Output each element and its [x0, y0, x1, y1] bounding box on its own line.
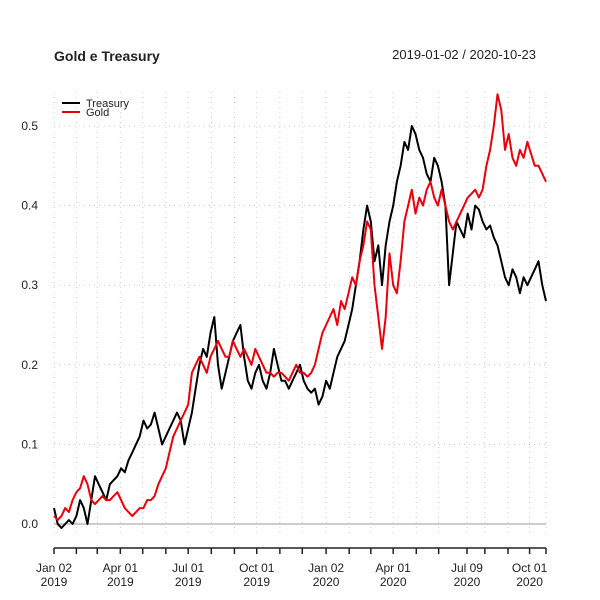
y-tick-label: 0.2 [21, 358, 38, 372]
x-tick-label-year: 2020 [380, 575, 407, 589]
x-tick-label-year: 2019 [107, 575, 134, 589]
legend-label-treasury: Treasury [86, 98, 129, 110]
y-tick-label: 0.1 [21, 437, 38, 451]
y-axis: 0.0 0.1 0.2 0.3 0.4 0.5 [21, 119, 38, 531]
x-tick-label: Apr 01 [103, 561, 139, 575]
x-tick-label: Jan 02 [36, 561, 72, 575]
x-tick-label: Oct 01 [239, 561, 275, 575]
legend-label-gold: Gold [86, 107, 109, 119]
x-tick-label: Apr 01 [376, 561, 412, 575]
x-tick-label-year: 2020 [313, 575, 340, 589]
x-tick-label: Jul 09 [451, 561, 483, 575]
x-tick-label-year: 2019 [243, 575, 270, 589]
y-tick-label: 0.3 [21, 278, 38, 292]
x-tick-label: Jul 01 [172, 561, 204, 575]
chart-title: Gold e Treasury [54, 48, 160, 64]
series-line-gold [53, 93, 547, 521]
x-tick-label: Jan 02 [308, 561, 344, 575]
y-tick-label: 0.5 [21, 119, 38, 133]
x-tick-label: Oct 01 [512, 561, 548, 575]
x-tick-label-year: 2020 [454, 575, 481, 589]
x-tick-label-year: 2019 [41, 575, 68, 589]
series-line-treasury [53, 125, 547, 529]
legend: Treasury Gold [62, 98, 129, 119]
y-tick-label: 0.0 [21, 517, 38, 531]
y-tick-label: 0.4 [21, 199, 38, 213]
grid-lines [53, 92, 547, 536]
x-tick-label-year: 2020 [516, 575, 543, 589]
date-range-label: 2019-01-02 / 2020-10-23 [392, 47, 536, 62]
series-group [53, 93, 547, 529]
x-tick-label-year: 2019 [175, 575, 202, 589]
